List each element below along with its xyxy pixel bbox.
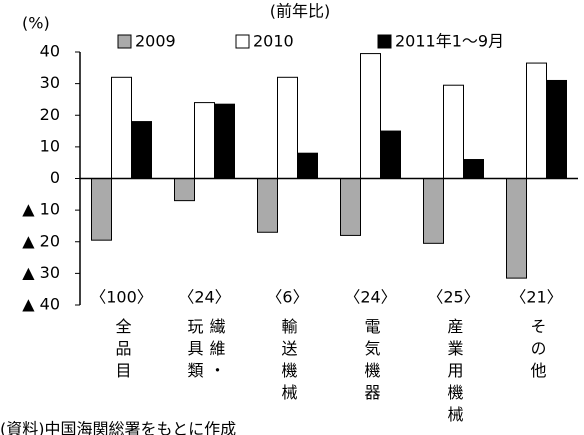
bar [463, 159, 484, 179]
y-tick-label: 40 [40, 42, 60, 61]
weight-label: 〈24〉 [178, 288, 230, 307]
y-tick-label: ▲ 30 [22, 263, 60, 282]
bar [131, 121, 152, 179]
category-label: 繊維・玩具類 [184, 318, 226, 384]
bar [506, 178, 527, 279]
bar [194, 102, 215, 179]
bar [91, 178, 112, 241]
y-tick-label: 0 [50, 168, 60, 187]
bar [257, 178, 278, 233]
chart-title: (前年比) [270, 2, 331, 21]
bar [297, 152, 318, 179]
weight-label: 〈24〉 [344, 288, 396, 307]
bar [360, 53, 381, 179]
legend-label: 2011年1～9月 [395, 32, 504, 51]
legend-label: 2010 [253, 32, 294, 51]
weight-label: 〈25〉 [427, 288, 479, 307]
weight-label: 〈100〉 [90, 288, 153, 307]
y-unit: (%) [22, 14, 50, 33]
category-label: 電気機器 [361, 318, 381, 406]
bar [111, 76, 132, 179]
y-tick-label: 20 [40, 105, 60, 124]
weight-label: 〈21〉 [510, 288, 562, 307]
legend-swatch [377, 34, 392, 49]
y-tick-label: 30 [40, 73, 60, 92]
y-tick-label: ▲ 20 [22, 231, 60, 250]
category-label: 全品目 [112, 318, 132, 384]
legend-swatch [235, 34, 250, 49]
category-label: 産業用機械 [444, 318, 464, 428]
y-tick-label: 10 [40, 136, 60, 155]
legend-label: 2009 [135, 32, 176, 51]
legend-swatch [117, 34, 132, 49]
source-note: (資料)中国海関総署をもとに作成 [0, 420, 236, 435]
category-label: 輸送機械 [278, 318, 298, 406]
bar [174, 178, 195, 202]
bar [277, 76, 298, 179]
category-label: その他 [527, 318, 547, 384]
y-tick-label: ▲ 40 [22, 295, 60, 314]
bar [340, 178, 361, 236]
bar [443, 84, 464, 179]
weight-label: 〈6〉 [266, 288, 308, 307]
bar [214, 103, 235, 179]
bar [526, 62, 547, 179]
y-tick-label: ▲ 10 [22, 200, 60, 219]
bar [546, 79, 567, 179]
bar [380, 130, 401, 179]
bar [423, 178, 444, 244]
